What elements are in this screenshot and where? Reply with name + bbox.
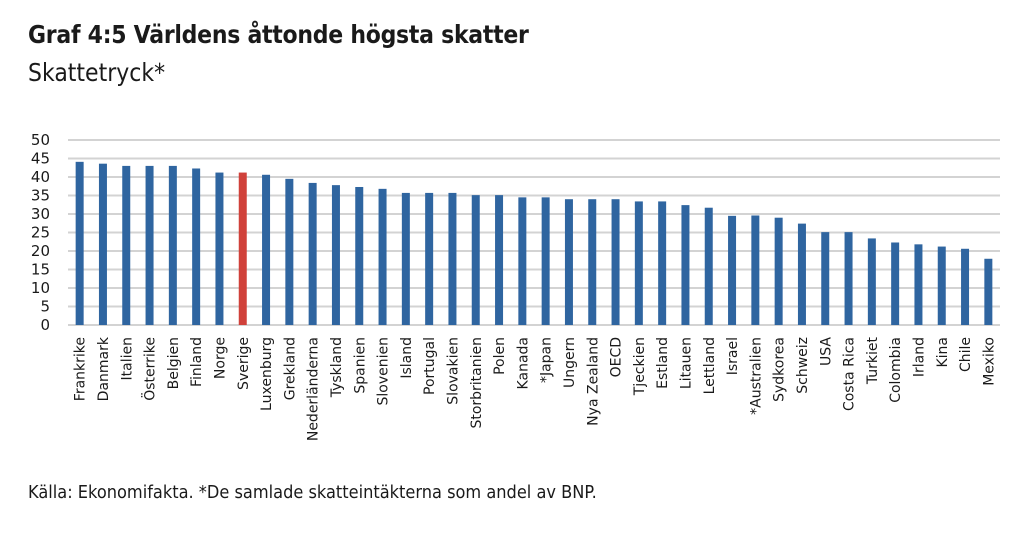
bar-israel	[728, 215, 737, 325]
y-tick-label: 50	[31, 131, 50, 149]
bar-turkiet	[867, 238, 876, 325]
bar-portugal	[425, 192, 434, 325]
bar-slovenien	[378, 188, 387, 325]
bar-colombia	[891, 242, 900, 325]
x-tick-label: Italien	[119, 337, 135, 380]
x-tick-label: Ungern	[562, 337, 578, 388]
bar-norge	[215, 172, 224, 325]
bar-storbritanien	[471, 195, 480, 325]
x-tick-label: Luxenburg	[259, 337, 275, 411]
bar-tyskland	[331, 185, 340, 325]
x-tick-label: Finland	[189, 337, 205, 387]
bar-mexiko	[984, 258, 993, 325]
bar-slovakien	[448, 192, 457, 325]
y-tick-label: 30	[31, 205, 50, 223]
y-tick-label: 15	[31, 261, 50, 279]
x-tick-label: Portugal	[422, 337, 438, 395]
x-tick-label: Danmark	[96, 336, 112, 401]
x-tick-label: Mexiko	[981, 337, 997, 386]
x-tick-label: Israel	[725, 337, 741, 375]
bar-danmark	[98, 163, 107, 325]
bar-österrike	[145, 165, 154, 325]
x-tick-label: OECD	[609, 337, 625, 377]
source-note: Källa: Ekonomifakta. *De samlade skattei…	[28, 482, 597, 503]
x-tick-label: Litauen	[678, 337, 694, 389]
bar-litauen	[681, 205, 690, 325]
bar-chile	[961, 248, 970, 325]
x-tick-label: Belgien	[166, 337, 182, 389]
x-tick-label: Tjeckien	[632, 337, 648, 396]
chart-title: Graf 4:5 Världens åttonde högsta skatter	[28, 20, 529, 49]
bar-kanada	[518, 197, 527, 325]
x-tick-label: Sydkorea	[772, 337, 788, 402]
gridlines	[68, 139, 1000, 326]
x-tick-label: Norge	[212, 337, 228, 379]
x-tick-label: USA	[818, 337, 834, 366]
bars	[75, 161, 993, 325]
bar-luxenburg	[262, 174, 271, 325]
bar-sydkorea	[774, 217, 783, 325]
x-tick-label: Nederländerna	[306, 337, 322, 441]
y-tick-label: 40	[31, 168, 50, 186]
x-tick-label: Spanien	[352, 337, 368, 394]
y-tick-label: 45	[31, 150, 50, 168]
x-tick-label: Colombia	[888, 337, 904, 403]
x-tick-label: Frankrike	[73, 337, 89, 401]
bar-costa-rica	[844, 232, 853, 325]
x-tick-label: Costa Rica	[842, 337, 858, 411]
x-tick-label: Sverige	[236, 337, 252, 390]
bar-spanien	[355, 186, 364, 325]
x-tick-label: Tyskland	[329, 337, 345, 398]
bar-finland	[192, 168, 201, 325]
bar-oecd	[611, 199, 620, 325]
bar-italien	[122, 165, 131, 325]
bar-nederländerna	[308, 182, 317, 325]
bar-irland	[914, 244, 923, 325]
x-tick-label: Nya Zealand	[585, 337, 601, 426]
bar-estland	[658, 201, 667, 325]
y-tick-label: 5	[40, 298, 50, 316]
bar-belgien	[168, 165, 177, 325]
bar-lettland	[704, 207, 713, 325]
chart-subtitle: Skattetryck*	[28, 58, 166, 87]
bar-polen	[495, 195, 504, 325]
x-tick-label: Slovakien	[445, 337, 461, 405]
bar-australien	[751, 215, 760, 325]
bar-frankrike	[75, 161, 84, 325]
y-tick-label: 20	[31, 242, 50, 260]
x-tick-label: *Australien	[748, 337, 764, 415]
bar-kina	[937, 246, 946, 325]
bar-tjeckien	[634, 201, 643, 325]
bar-island	[401, 192, 410, 325]
bar-schweiz	[797, 223, 806, 325]
y-tick-label: 35	[31, 187, 50, 205]
x-tick-label: Slovenien	[376, 337, 392, 406]
x-tick-label: Schweiz	[795, 337, 811, 394]
bar-nya-zealand	[588, 199, 597, 325]
x-axis-labels: Frankrike Danmark Italien Österrike Belgien F…	[73, 336, 998, 441]
x-tick-label: Irland	[911, 337, 927, 377]
bar-sverige	[238, 172, 247, 325]
x-tick-label: Island	[399, 337, 415, 379]
x-tick-label: Grekland	[282, 337, 298, 400]
x-tick-label: Turkiet	[865, 336, 881, 385]
x-tick-label: *Japan	[539, 337, 555, 383]
bar-usa	[821, 232, 830, 325]
y-tick-label: 0	[40, 316, 50, 334]
x-tick-label: Storbritanien	[469, 337, 485, 429]
x-tick-label: Österrike	[141, 337, 159, 401]
x-tick-label: Lettland	[702, 337, 718, 394]
x-tick-label: Chile	[958, 337, 974, 372]
x-tick-label: Kanada	[515, 337, 531, 389]
bar-ungern	[564, 199, 573, 325]
x-tick-label: Kina	[935, 337, 951, 368]
bar-grekland	[285, 178, 294, 325]
y-tick-label: 25	[31, 224, 50, 242]
x-tick-label: Estland	[655, 337, 671, 389]
y-tick-label: 10	[31, 279, 50, 297]
x-tick-label: Polen	[492, 337, 508, 375]
bar-japan	[541, 197, 550, 325]
